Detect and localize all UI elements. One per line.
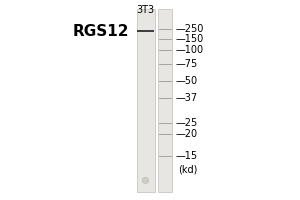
Bar xyxy=(136,9,154,192)
Text: —15: —15 xyxy=(176,151,198,161)
Text: —50: —50 xyxy=(176,76,198,86)
Text: RGS12: RGS12 xyxy=(73,23,129,38)
Text: 3T3: 3T3 xyxy=(136,5,154,15)
Text: —25: —25 xyxy=(176,118,198,128)
Text: —37: —37 xyxy=(176,93,198,103)
Bar xyxy=(137,30,154,32)
Text: —250: —250 xyxy=(176,24,204,34)
Ellipse shape xyxy=(142,177,149,183)
Text: —20: —20 xyxy=(176,129,198,139)
Text: (kd): (kd) xyxy=(178,164,198,174)
Text: —150: —150 xyxy=(176,34,204,44)
Text: —100: —100 xyxy=(176,45,204,55)
Bar xyxy=(158,9,172,192)
Text: —75: —75 xyxy=(176,59,198,69)
